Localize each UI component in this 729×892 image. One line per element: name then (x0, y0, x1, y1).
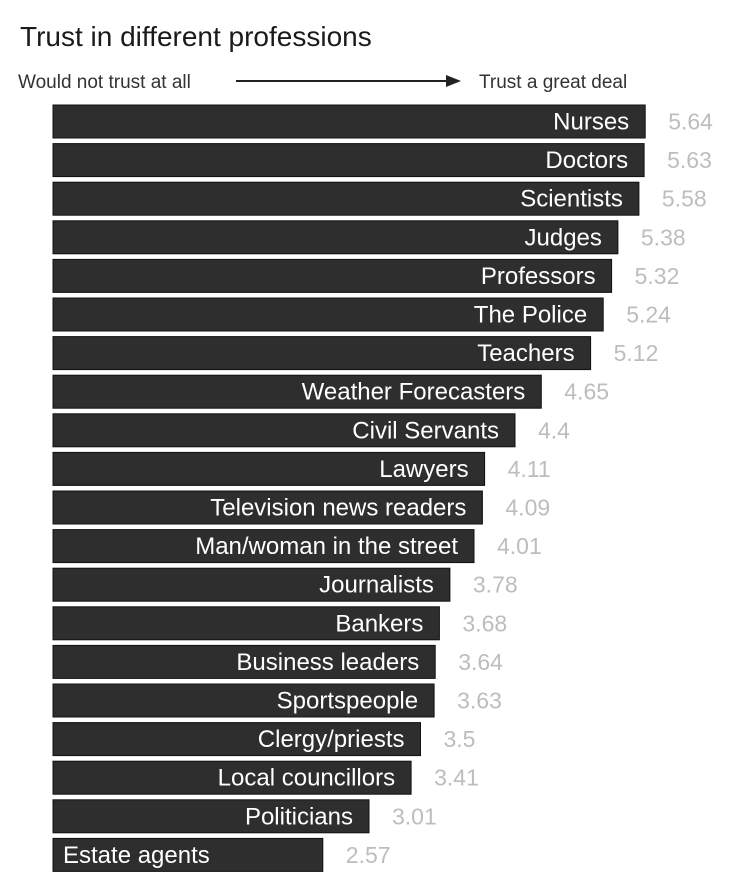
bar-label-man-woman-in-the-street: Man/woman in the street (195, 533, 458, 560)
bar-television-news-readers (52, 490, 483, 525)
value-label-weather-forecasters: 4.65 (564, 379, 609, 405)
scale-left-label: Would not trust at all (18, 72, 191, 93)
bar-politicians (52, 799, 370, 834)
bar-nurses (52, 104, 646, 139)
bar-local-councillors (52, 760, 412, 795)
scale-right-label: Trust a great deal (479, 72, 627, 93)
bar-the-police (52, 297, 604, 332)
bar-label-clergy-priests: Clergy/priests (258, 726, 405, 753)
scale-legend: Would not trust at all Trust a great dea… (18, 72, 627, 93)
value-label-bankers: 3.68 (462, 610, 507, 636)
bar-label-professors: Professors (481, 263, 596, 290)
bar-label-nurses: Nurses (553, 109, 629, 136)
value-label-the-police: 5.24 (626, 302, 671, 328)
bar-label-weather-forecasters: Weather Forecasters (302, 379, 526, 406)
bar-journalists (52, 567, 451, 602)
bar-doctors (52, 143, 645, 178)
bar-label-judges: Judges (525, 224, 602, 251)
bar-scientists (52, 181, 640, 216)
value-label-politicians: 3.01 (392, 803, 437, 829)
value-label-television-news-readers: 4.09 (505, 495, 550, 521)
chart-title: Trust in different professions (20, 21, 372, 52)
bar-label-lawyers: Lawyers (379, 456, 468, 483)
value-label-journalists: 3.78 (473, 572, 518, 598)
bar-label-television-news-readers: Television news readers (210, 495, 466, 522)
bar-teachers (52, 336, 592, 371)
bar-label-teachers: Teachers (477, 340, 574, 367)
value-label-nurses: 5.64 (668, 109, 713, 135)
bar-lawyers (52, 451, 486, 486)
bar-man-woman-in-the-street (52, 529, 475, 564)
value-label-judges: 5.38 (641, 224, 686, 250)
bar-label-business-leaders: Business leaders (236, 649, 419, 676)
bar-label-scientists: Scientists (520, 186, 623, 213)
bar-weather-forecasters (52, 374, 542, 409)
value-label-clergy-priests: 3.5 (444, 726, 476, 752)
value-label-doctors: 5.63 (667, 147, 712, 173)
bar-label-sportspeople: Sportspeople (277, 688, 418, 715)
bar-label-civil-servants: Civil Servants (352, 417, 499, 444)
scale-arrow-icon (446, 75, 461, 87)
value-label-scientists: 5.58 (662, 186, 707, 212)
bar-bankers (52, 606, 440, 641)
value-label-man-woman-in-the-street: 4.01 (497, 533, 542, 559)
bar-estate-agents (52, 837, 324, 872)
bar-label-estate-agents: Estate agents (63, 842, 210, 869)
bar-label-politicians: Politicians (245, 803, 353, 830)
value-label-sportspeople: 3.63 (457, 688, 502, 714)
value-label-professors: 5.32 (635, 263, 680, 289)
bars-group: Nurses 5.64 Doctors 5.63 Scientists 5.58 Judge… (52, 104, 713, 872)
bar-label-bankers: Bankers (335, 610, 423, 637)
bar-label-the-police: The Police (474, 302, 587, 329)
bar-judges (52, 220, 619, 255)
value-label-estate-agents: 2.57 (346, 842, 391, 868)
bar-label-local-councillors: Local councillors (218, 765, 395, 792)
value-label-lawyers: 4.11 (508, 456, 551, 482)
value-label-teachers: 5.12 (614, 340, 659, 366)
bar-civil-servants (52, 413, 516, 448)
bar-business-leaders (52, 644, 436, 679)
bar-label-doctors: Doctors (545, 147, 628, 174)
value-label-local-councillors: 3.41 (434, 765, 479, 791)
bar-sportspeople (52, 683, 435, 718)
value-label-business-leaders: 3.64 (458, 649, 503, 675)
bar-label-journalists: Journalists (319, 572, 434, 599)
value-label-civil-servants: 4.4 (538, 417, 570, 443)
bar-clergy-priests (52, 722, 421, 757)
bar-professors (52, 258, 613, 293)
